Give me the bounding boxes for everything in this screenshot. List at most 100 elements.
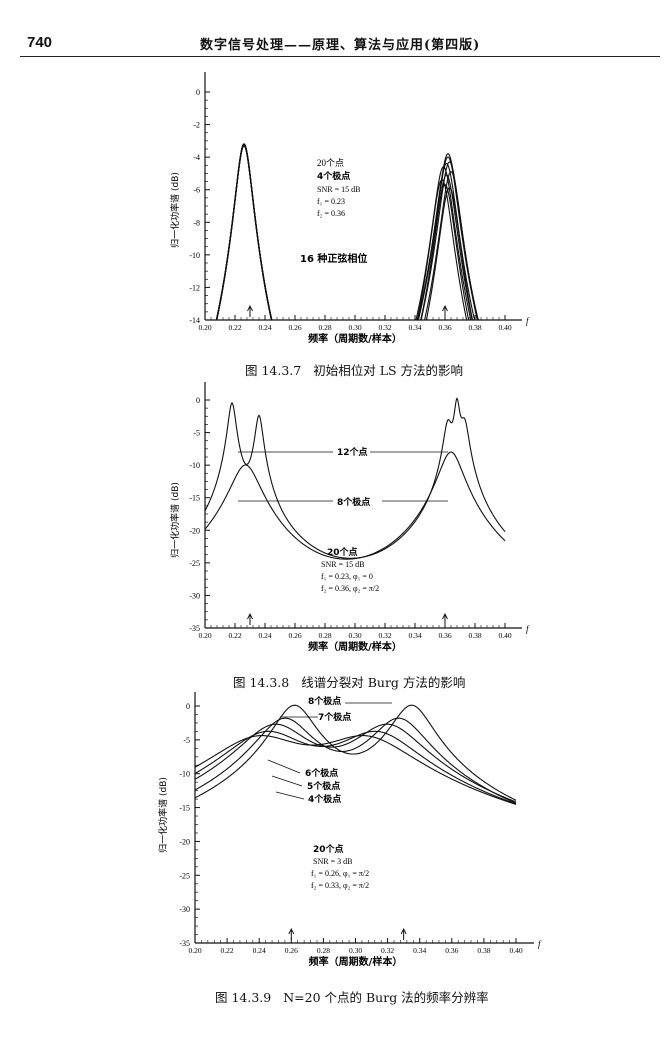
annotation: 12个点 <box>337 446 368 458</box>
frequency-marker-arrow <box>442 612 448 620</box>
y-tick-label: -25 <box>179 871 190 880</box>
x-tick-label: 0.38 <box>468 631 481 640</box>
y-tick-label: -35 <box>189 624 200 633</box>
y-tick-label: -30 <box>189 591 200 600</box>
frequency-marker-arrow <box>288 927 295 935</box>
x-tick-label: 0.34 <box>408 323 421 332</box>
axis-end-label: f <box>538 939 542 949</box>
frequency-marker-arrow <box>400 927 407 935</box>
x-tick-label: 0.40 <box>498 631 511 640</box>
y-tick-label: -14 <box>189 316 200 325</box>
figure-number: 图 14.3.8 <box>233 675 290 690</box>
annotation: 20个点 <box>327 546 358 558</box>
y-tick-label: -15 <box>189 494 200 503</box>
annotation: f₁ = 0.23 <box>317 197 345 206</box>
annotation: f₁ = 0.23, φ₁ = 0 <box>321 572 373 581</box>
x-tick-label: 0.36 <box>438 323 451 332</box>
x-tick-label: 0.26 <box>288 323 301 332</box>
y-tick-label: -2 <box>193 121 200 130</box>
annotation: 5个极点 <box>307 780 340 792</box>
y-tick-label: -10 <box>189 251 200 260</box>
x-tick-label: 0.40 <box>509 946 522 955</box>
leader-line <box>267 759 301 774</box>
annotation: f₂ = 0.36, φ₂ = π/2 <box>321 584 379 593</box>
y-tick-label: -25 <box>189 559 200 568</box>
x-tick-label: 0.28 <box>318 323 331 332</box>
x-tick-label: 0.20 <box>198 631 211 640</box>
x-tick-label: 0.30 <box>348 631 361 640</box>
y-tick-label: -20 <box>179 837 190 846</box>
series-line <box>195 717 517 804</box>
y-tick-label: -5 <box>193 429 200 438</box>
annotation: SNR = 3 dB <box>313 857 352 866</box>
x-tick-label: 0.20 <box>188 946 201 955</box>
figure-caption: 图 14.3.8 线谱分裂对 Burg 方法的影响 <box>233 672 477 691</box>
x-axis-title: 频率（周期数/样本） <box>309 955 403 968</box>
chart-burg-split: f 0 -5 -10 -15 -20 -25 -30 -350.20 0.22 0.24 0.26 0.… <box>169 382 530 653</box>
leader-line <box>271 775 303 787</box>
x-tick-label: 0.36 <box>445 946 458 955</box>
annotation: SNR = 15 dB <box>321 560 364 569</box>
annotation: 4个极点 <box>308 793 341 805</box>
annotation: 6个极点 <box>305 767 338 779</box>
x-tick-label: 0.32 <box>381 946 394 955</box>
x-tick-label: 0.40 <box>498 323 511 332</box>
x-tick-label: 0.24 <box>253 946 266 955</box>
annotation: 8个极点 <box>308 695 341 707</box>
y-axis-title: 归一化功率谱 (dB) <box>169 172 181 248</box>
x-tick-label: 0.26 <box>285 946 298 955</box>
caption-text: N=20 个点的 Burg 法的频率分辨率 <box>283 990 489 1005</box>
x-tick-label: 0.22 <box>228 323 241 332</box>
x-tick-label: 0.30 <box>349 946 362 955</box>
y-tick-label: -10 <box>189 461 200 470</box>
y-axis-title: 归一化功率谱 (dB) <box>169 482 181 558</box>
x-tick-label: 0.36 <box>438 631 451 640</box>
x-tick-label: 0.38 <box>468 323 481 332</box>
x-tick-label: 0.22 <box>228 631 241 640</box>
caption-text: 初始相位对 LS 方法的影响 <box>313 363 464 378</box>
annotation: 20个点 <box>313 843 344 855</box>
y-tick-label: 0 <box>186 702 190 711</box>
x-tick-label: 0.38 <box>477 946 490 955</box>
axis-end-label: f <box>526 624 530 634</box>
annotation: 20个点 <box>317 158 344 168</box>
y-tick-label: 0 <box>196 396 200 405</box>
annotation: 4个极点 <box>317 170 350 182</box>
frequency-marker-arrow <box>247 612 253 620</box>
y-tick-label: -5 <box>183 736 190 745</box>
axis-end-label: f <box>526 316 530 326</box>
figure-14-3-8: f 0 -5 -10 -15 -20 -25 -30 -35 0.20 0.22 0.24 0.26 0.… <box>0 380 671 690</box>
y-tick-label: -4 <box>193 153 200 162</box>
y-tick-label: -10 <box>179 770 190 779</box>
x-tick-label: 0.24 <box>258 631 271 640</box>
header-rule <box>20 56 660 57</box>
figure-number: 图 14.3.7 <box>245 363 302 378</box>
annotation: 8个极点 <box>337 496 370 508</box>
frequency-marker-arrow <box>442 304 448 312</box>
series-line <box>205 451 506 560</box>
figure-14-3-7: f 0 -2 -4 -6 -8 -10 -12 -14 0.20 0.22 0.24 0.26 0.28 0… <box>0 0 671 380</box>
y-axis-title: 归一化功率谱 (dB) <box>157 777 169 853</box>
annotation: f₁ = 0.26, φ₁ = π/2 <box>311 869 369 878</box>
annotation: f₂ = 0.33, φ₂ = π/2 <box>311 881 369 890</box>
annotation: 16 种正弦相位 <box>300 252 367 265</box>
y-tick-label: -12 <box>189 283 200 292</box>
y-tick-label: -35 <box>179 939 190 948</box>
x-tick-label: 0.22 <box>221 946 234 955</box>
series-line <box>205 144 505 320</box>
x-tick-label: 0.34 <box>413 946 426 955</box>
leader-line <box>275 791 305 800</box>
figure-caption: 图 14.3.9 N=20 个点的 Burg 法的频率分辨率 <box>215 987 501 1006</box>
x-tick-label: 0.28 <box>318 631 331 640</box>
x-axis-title: 频率（周期数/样本） <box>308 332 402 345</box>
y-tick-label: -8 <box>193 218 200 227</box>
y-tick-label: -20 <box>189 526 200 535</box>
figure-14-3-9: f 0 -5 -10 -15 -20 -25 -30 -35 0.20 0.22 0.24 0.26 0.… <box>0 690 671 1020</box>
y-tick-label: -6 <box>193 186 200 195</box>
x-tick-label: 0.32 <box>378 323 391 332</box>
x-axis-title: 频率（周期数/样本） <box>308 640 402 653</box>
annotation: SNR = 15 dB <box>317 185 360 194</box>
annotation: 7个极点 <box>318 711 351 723</box>
x-tick-label: 0.26 <box>288 631 301 640</box>
series-line <box>195 735 517 805</box>
